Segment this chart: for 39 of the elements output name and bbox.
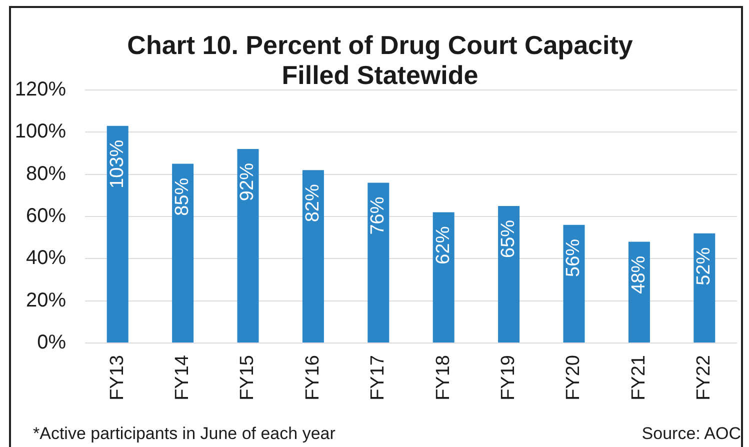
y-tick-label: 120% bbox=[14, 78, 66, 101]
x-tick-label: FY17 bbox=[368, 355, 389, 400]
y-tick-label: 80% bbox=[26, 162, 66, 185]
y-tick-label: 40% bbox=[26, 247, 66, 270]
data-label: 48% bbox=[628, 256, 650, 294]
x-tick-label: FY21 bbox=[628, 355, 650, 400]
x-tick-label: FY14 bbox=[172, 354, 194, 400]
data-label: 92% bbox=[237, 162, 258, 202]
source-note: Source: AOC bbox=[642, 424, 741, 444]
x-tick-label: FY15 bbox=[237, 355, 258, 400]
x-tick-label: FY22 bbox=[694, 355, 715, 400]
data-label: 52% bbox=[694, 247, 715, 286]
bar bbox=[237, 149, 259, 342]
x-tick-label: FY19 bbox=[498, 355, 520, 400]
y-tick-label: 20% bbox=[26, 289, 66, 312]
bar bbox=[694, 233, 716, 342]
bar bbox=[302, 170, 324, 342]
data-label: 62% bbox=[432, 226, 454, 264]
data-label: 82% bbox=[302, 184, 324, 222]
bar bbox=[368, 182, 390, 342]
bar bbox=[106, 126, 128, 342]
x-tick-label: FY13 bbox=[106, 355, 128, 400]
data-label: 103% bbox=[106, 140, 128, 188]
x-tick-label: FY20 bbox=[563, 355, 584, 400]
y-tick-label: 60% bbox=[26, 205, 66, 228]
x-tick-label: FY18 bbox=[432, 355, 454, 400]
bar bbox=[498, 206, 520, 342]
data-label: 65% bbox=[498, 220, 520, 258]
data-label: 76% bbox=[368, 196, 389, 235]
y-tick-label: 0% bbox=[37, 332, 66, 354]
x-tick-label: FY16 bbox=[302, 355, 324, 400]
y-tick-label: 100% bbox=[14, 120, 66, 143]
bar bbox=[563, 224, 585, 342]
bar bbox=[172, 164, 194, 342]
data-label: 85% bbox=[172, 178, 194, 216]
bar bbox=[432, 212, 454, 342]
text: *Active participants in June of each year bbox=[33, 424, 336, 444]
chart-title: Chart 10. Percent of Drug Court Capacity Filled Statewide bbox=[126, 30, 634, 90]
data-label: 56% bbox=[563, 238, 584, 277]
